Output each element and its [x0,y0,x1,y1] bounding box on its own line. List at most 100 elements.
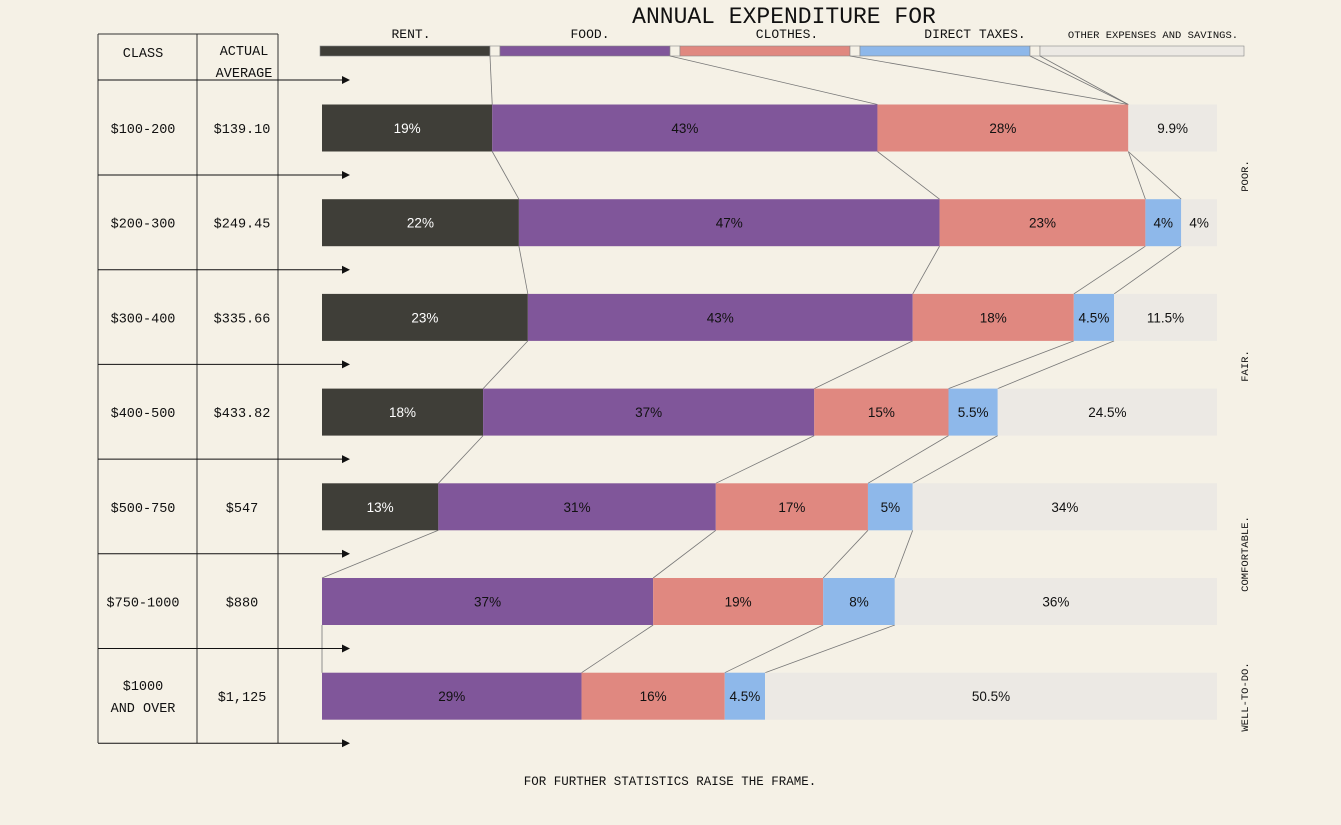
bar-segment [997,388,1217,436]
legend-gap [1029,45,1041,57]
connector-line [1128,151,1182,200]
bar-segment [939,199,1146,247]
data-label: 23% [411,310,438,325]
data-label: 34% [1051,500,1078,515]
bar-segment [581,672,725,720]
data-label: 4% [1189,216,1209,231]
arrow-head [342,455,350,464]
data-label: 4.5% [729,689,760,704]
average-cell: $139.10 [214,123,271,138]
connector-lines [321,55,1182,674]
legend: RENT. FOOD. CLOTHES. DIRECT TAXES. OTHER EXP… [319,27,1245,57]
average-cell: $880 [226,597,258,612]
side-label: POOR. [1240,160,1252,192]
actual-header: ACTUAL [220,45,269,60]
bar-segment [518,199,940,247]
average-cell: $1,125 [218,691,267,706]
bar-segment [912,483,1217,531]
class-cell: $500-750 [111,502,176,517]
data-label: 24.5% [1088,405,1126,420]
data-label: 28% [989,121,1016,136]
bar-segment [765,672,1217,720]
bar-segment [322,483,439,531]
bar-segment [877,104,1129,152]
legend-gap [489,45,501,57]
data-label: 29% [438,689,465,704]
average-cell: $547 [226,502,258,517]
connector-line [581,624,654,674]
class-cell: $750-1000 [107,597,180,612]
connector-line [867,435,949,484]
legend-swatch-0 [319,45,491,57]
data-label: 11.5% [1147,310,1184,325]
connector-line [669,55,878,105]
connector-line [482,340,529,389]
class-cell: $200-300 [111,218,176,233]
connector-line [724,624,824,674]
data-label: 50.5% [972,689,1010,704]
legend-label-0: RENT. [391,27,430,42]
connector-line [518,246,529,294]
data-label: 5.5% [958,405,989,420]
bar-segment [322,199,519,247]
data-label: 37% [474,595,501,610]
legend-label-2: CLOTHES. [756,27,818,42]
side-label: FAIR. [1240,350,1252,382]
data-label: 31% [564,500,591,515]
bar-segment [1145,199,1182,247]
connector-line [814,340,913,389]
connector-line [948,340,1074,389]
connector-line [1039,55,1129,105]
average-cell: $249.45 [214,218,271,233]
connector-line [1029,55,1129,105]
legend-gap [849,45,861,57]
bar-segment [948,388,998,436]
bar-segment [1114,293,1217,341]
connector-line [764,624,895,674]
data-label: 17% [778,500,805,515]
legend-gap [669,45,681,57]
bar-segment [322,578,654,625]
data-label: 43% [707,310,734,325]
footer-note: FOR FURTHER STATISTICS RAISE THE FRAME. [524,775,817,789]
bar-segment [483,388,815,436]
connector-line [849,55,1129,105]
average-header: AVERAGE [216,67,273,82]
bar-segment [1128,104,1217,152]
connector-line [489,55,493,105]
bar-segment [1181,199,1217,247]
data-label: 9.9% [1157,121,1188,136]
legend-label-3: DIRECT TAXES. [924,27,1025,42]
chart-title: ANNUAL EXPENDITURE FOR [632,4,936,30]
average-cell: $335.66 [214,312,271,327]
side-labels: POOR. FAIR. COMFORTABLE. WELL-TO-DO. [1240,160,1252,731]
data-label: 37% [635,405,662,420]
class-table: CLASS ACTUAL AVERAGE [97,33,279,743]
class-cell: AND OVER [111,702,176,717]
connector-line [822,530,869,579]
bar-segment [322,293,528,341]
data-label: 16% [640,689,667,704]
bar-segment [814,388,949,436]
data-label: 5% [881,500,901,515]
arrow-head [342,171,350,179]
data-label: 4% [1154,216,1174,231]
bar-segment [492,104,878,152]
connector-line [877,151,940,200]
data-label: 36% [1042,595,1069,610]
connector-line [912,246,940,295]
bar-segment [322,104,493,152]
legend-label-4: OTHER EXPENSES AND SAVINGS. [1068,30,1238,42]
legend-swatch-2 [679,45,851,57]
bar-segment [322,388,484,436]
bars: 19% 43% 28% 9.9% 22% 47% 23% 4% 4% 23% 43% 18% 4.5% 1… [322,104,1217,720]
bar-segment [527,293,913,341]
average-cell: $433.82 [214,407,271,422]
arrow-head [342,644,350,653]
data-label: 18% [980,310,1007,325]
legend-swatch-3 [859,45,1031,57]
bar-segment [724,672,766,720]
arrow-head [342,549,350,558]
data-label: 19% [394,121,421,136]
